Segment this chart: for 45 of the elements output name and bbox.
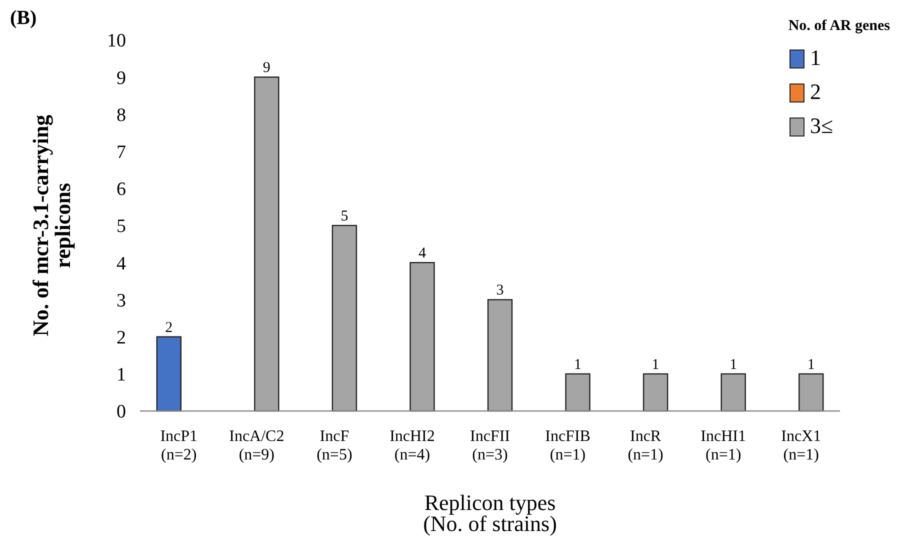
- data-label: 4: [418, 246, 426, 262]
- legend-label: 3≤: [810, 113, 834, 138]
- x-tick-label: IncHI2 (n=4): [390, 428, 435, 464]
- data-label: 1: [807, 356, 815, 373]
- bar: [487, 299, 513, 412]
- bar: [156, 336, 182, 412]
- bar: [720, 373, 746, 412]
- data-label: 5: [340, 208, 348, 224]
- x-tick-label: IncX1 (n=1): [781, 428, 822, 464]
- y-tick-label: 8: [116, 104, 126, 126]
- y-tick-label: 5: [116, 216, 126, 238]
- bar: [642, 373, 668, 412]
- data-label: 3: [496, 282, 504, 299]
- x-tick-label: IncHI1 (n=1): [700, 428, 746, 464]
- y-tick-label: 1: [116, 364, 126, 386]
- legend-title: No. of AR genes: [788, 18, 890, 34]
- x-tick-label: IncFII (n=3): [470, 428, 510, 464]
- y-tick-label: 6: [116, 179, 126, 200]
- legend-label: 1: [810, 45, 821, 70]
- x-tick-label: IncF (n=5): [316, 428, 352, 464]
- x-tick-label: IncP1 (n=2): [160, 428, 198, 464]
- y-tick-label: 4: [116, 253, 126, 274]
- y-tick-label: 0: [116, 402, 126, 423]
- chart-title: (B): [10, 7, 37, 29]
- bar: [565, 373, 590, 412]
- data-label: 1: [730, 356, 738, 373]
- data-label: 1: [652, 356, 660, 373]
- legend-label: 2: [810, 79, 821, 104]
- data-label: 1: [574, 356, 582, 373]
- x-tick-label: IncFIB (n=1): [545, 428, 590, 464]
- x-axis-title: Replicon types (No. of strains): [423, 490, 557, 536]
- data-label: 2: [165, 320, 173, 336]
- y-axis-title: No. of mcr-3.1-carrying replicons: [28, 114, 75, 336]
- y-tick-label: 9: [116, 68, 126, 89]
- y-tick-label: 2: [116, 327, 126, 348]
- data-label: 9: [262, 60, 270, 76]
- y-tick-label: 3: [116, 290, 126, 312]
- y-tick-label: 7: [116, 142, 126, 163]
- bar: [254, 76, 280, 412]
- bar: [332, 224, 358, 412]
- x-tick-label: IncR (n=1): [628, 428, 664, 464]
- bar: [798, 373, 824, 412]
- x-tick-label: IncA/C2 (n=9): [229, 428, 284, 464]
- y-tick-label: 10: [107, 30, 126, 52]
- bar: [410, 262, 435, 412]
